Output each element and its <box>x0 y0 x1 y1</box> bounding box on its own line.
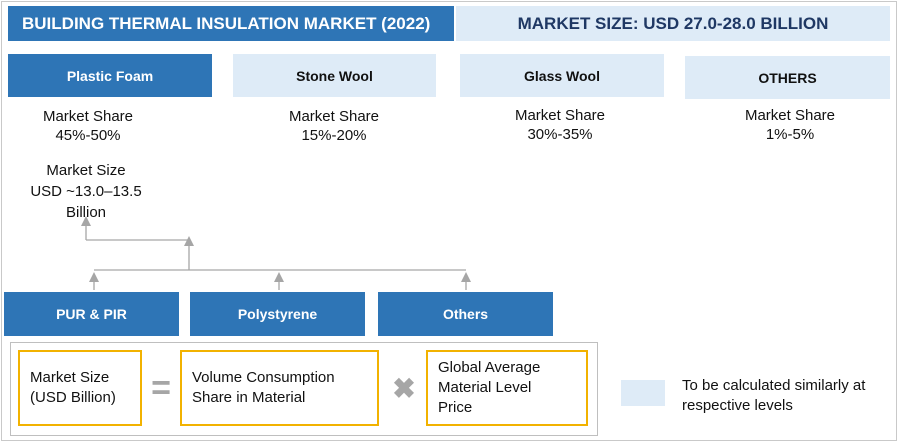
share-others: Market Share 1%-5% <box>710 106 870 144</box>
sub-segment-pur-pir: PUR & PIR <box>4 292 179 336</box>
formula-term3-line3: Price <box>438 399 473 416</box>
segment-stone-wool: Stone Wool <box>233 54 436 97</box>
market-size-unit: Billion <box>65 204 107 221</box>
formula-price-box: Global Average Material Level Price <box>426 350 588 426</box>
arrow-head-polystyrene <box>274 272 284 282</box>
legend-line2: respective levels <box>682 397 793 414</box>
formula-volume-box: Volume Consumption Share in Material <box>180 350 379 426</box>
sub-segment-polystyrene: Polystyrene <box>190 292 365 336</box>
share-value: 30%-35% <box>527 126 593 143</box>
share-label: Market Share <box>744 107 836 124</box>
share-value: 45%-50% <box>55 127 121 144</box>
formula-market-size-box: Market Size (USD Billion) <box>18 350 142 426</box>
segment-plastic-foam: Plastic Foam <box>8 54 212 97</box>
segment-glass-wool: Glass Wool <box>460 54 664 97</box>
formula-term3-line2: Material Level <box>438 379 532 396</box>
legend-line1: To be calculated similarly at <box>682 377 866 394</box>
arrow-head-others <box>461 272 471 282</box>
share-plastic-foam: Market Share 45%-50% <box>8 107 168 145</box>
plastic-foam-market-size: Market Size USD ~13.0–13.5 Billion <box>6 160 166 223</box>
sub-segment-others: Others <box>378 292 553 336</box>
market-size-label: Market Size <box>46 162 126 179</box>
arrow-head-pur <box>89 272 99 282</box>
legend-text: To be calculated similarly at respective… <box>682 376 892 416</box>
market-size-value: USD ~13.0–13.5 <box>30 183 142 200</box>
formula-term1-line1: Market Size <box>30 369 110 386</box>
formula-term2-line2: Share in Material <box>192 389 306 406</box>
formula-term3-line1: Global Average <box>438 359 541 376</box>
formula-panel <box>10 342 598 436</box>
formula-term2-line1: Volume Consumption <box>192 369 335 386</box>
arrow-head-stem <box>184 236 194 246</box>
share-stone-wool: Market Share 15%-20% <box>254 107 414 145</box>
legend-swatch <box>621 380 665 406</box>
diagram-title: BUILDING THERMAL INSULATION MARKET (2022… <box>8 6 454 41</box>
arrow-head-size <box>81 216 91 226</box>
segment-others: OTHERS <box>685 56 890 99</box>
share-label: Market Share <box>514 107 606 124</box>
share-label: Market Share <box>42 108 134 125</box>
share-value: 15%-20% <box>301 127 367 144</box>
share-glass-wool: Market Share 30%-35% <box>480 106 640 144</box>
equals-sign: = <box>151 368 171 407</box>
multiply-icon: ✖ <box>392 372 416 404</box>
share-label: Market Share <box>288 108 380 125</box>
market-size-banner: MARKET SIZE: USD 27.0-28.0 BILLION <box>456 6 890 41</box>
formula-term1-line2: (USD Billion) <box>30 389 116 406</box>
share-value: 1%-5% <box>765 126 815 143</box>
